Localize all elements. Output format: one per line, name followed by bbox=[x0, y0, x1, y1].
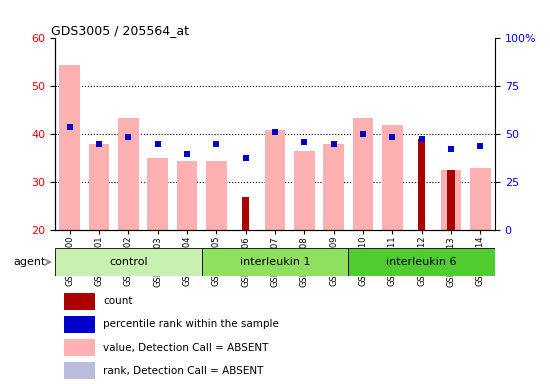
Bar bbox=[202, 248, 348, 276]
Bar bbox=[64, 339, 95, 356]
Text: percentile rank within the sample: percentile rank within the sample bbox=[103, 319, 279, 329]
Bar bbox=[323, 144, 344, 230]
Bar bbox=[441, 170, 461, 230]
Bar bbox=[59, 65, 80, 230]
Bar bbox=[242, 197, 249, 230]
Bar bbox=[147, 158, 168, 230]
Bar bbox=[418, 139, 425, 230]
Bar bbox=[177, 161, 197, 230]
Bar bbox=[64, 316, 95, 333]
Bar bbox=[118, 118, 139, 230]
Text: agent: agent bbox=[14, 257, 46, 267]
Text: GDS3005 / 205564_at: GDS3005 / 205564_at bbox=[51, 24, 189, 37]
Bar bbox=[89, 144, 109, 230]
Text: control: control bbox=[109, 257, 147, 267]
Text: interleukin 6: interleukin 6 bbox=[387, 257, 457, 267]
Bar bbox=[64, 293, 95, 310]
Bar bbox=[55, 248, 202, 276]
Bar bbox=[447, 170, 455, 230]
Bar bbox=[470, 168, 491, 230]
Bar bbox=[64, 362, 95, 379]
Bar bbox=[294, 151, 315, 230]
Text: value, Detection Call = ABSENT: value, Detection Call = ABSENT bbox=[103, 343, 269, 353]
Bar bbox=[265, 129, 285, 230]
Bar bbox=[353, 118, 373, 230]
Bar bbox=[206, 161, 227, 230]
Text: interleukin 1: interleukin 1 bbox=[240, 257, 310, 267]
Text: count: count bbox=[103, 296, 133, 306]
Bar bbox=[382, 125, 403, 230]
Bar bbox=[348, 248, 495, 276]
Text: rank, Detection Call = ABSENT: rank, Detection Call = ABSENT bbox=[103, 366, 264, 376]
